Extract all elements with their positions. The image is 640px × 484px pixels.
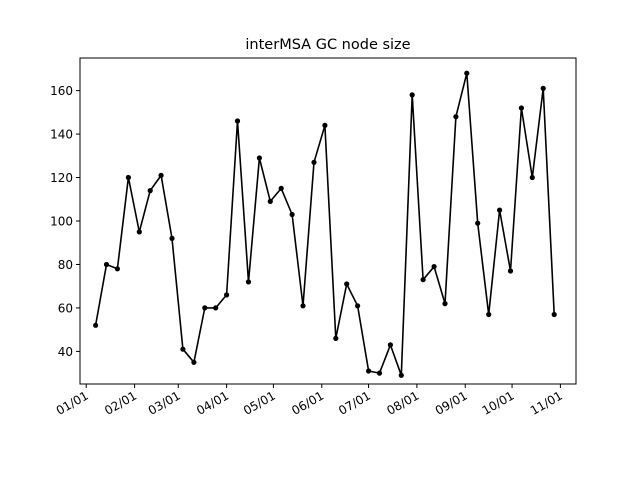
x-axis: 01/01 02/01 03/01 04/01 05/01 06/01 07/01 08/01… [54,384,565,418]
x-tick-label: 01/01 [54,388,91,417]
y-tick-label: 120 [50,171,73,185]
data-point [103,261,110,268]
data-point [158,172,164,178]
data-point [93,322,99,328]
data-point [409,92,415,98]
data-point [136,229,142,235]
x-tick-label: 05/01 [241,388,278,417]
y-tick-label: 60 [58,301,73,315]
chart-title: interMSA GC node size [245,37,410,53]
data-point [442,301,448,307]
data-point [507,268,514,274]
x-tick-label: 11/01 [528,388,565,417]
data-point [289,211,295,218]
data-point [486,311,492,318]
x-tick-label: 07/01 [336,388,373,417]
data-point [387,342,393,348]
data-point [300,303,306,309]
data-point [322,122,328,128]
data-point [256,155,262,161]
data-point [224,292,230,298]
data-point [180,346,186,352]
data-point [278,185,284,191]
data-point [518,105,525,111]
x-tick-label: 09/01 [433,388,470,417]
x-tick-label: 06/01 [289,388,326,417]
y-tick-label: 140 [50,128,73,142]
data-point [333,335,339,341]
data-point [344,281,350,287]
data-point [245,279,252,285]
x-tick-label: 03/01 [146,388,183,417]
series-line [94,72,555,377]
data-point [464,70,470,76]
series-layer [93,70,557,378]
data-point [311,159,317,165]
data-point [125,174,131,181]
y-tick-label: 100 [50,215,73,229]
data-point [376,370,383,376]
x-tick-label: 10/01 [480,388,517,417]
data-point [114,266,120,272]
y-tick-label: 40 [58,345,73,359]
data-point [398,372,404,378]
x-tick-label: 08/01 [384,388,421,417]
data-point [147,188,153,194]
x-tick-label: 04/01 [194,388,231,417]
data-point [191,359,197,365]
y-tick-label: 80 [58,258,73,272]
data-point [497,207,503,213]
data-point [529,174,535,181]
data-point [267,198,273,204]
data-point [475,220,481,226]
data-point [202,305,208,311]
y-tick-label: 160 [50,84,73,98]
data-point [355,303,361,309]
data-point [551,311,557,318]
y-axis: 40 60 80 100 120 140 160 [50,84,80,359]
data-point [431,264,437,270]
data-point [366,368,372,374]
data-point [234,118,241,124]
data-point [213,305,219,311]
data-point [453,114,459,120]
data-point [169,235,175,241]
x-tick-label: 02/01 [102,388,139,417]
data-point [540,85,546,91]
data-point [420,277,426,283]
